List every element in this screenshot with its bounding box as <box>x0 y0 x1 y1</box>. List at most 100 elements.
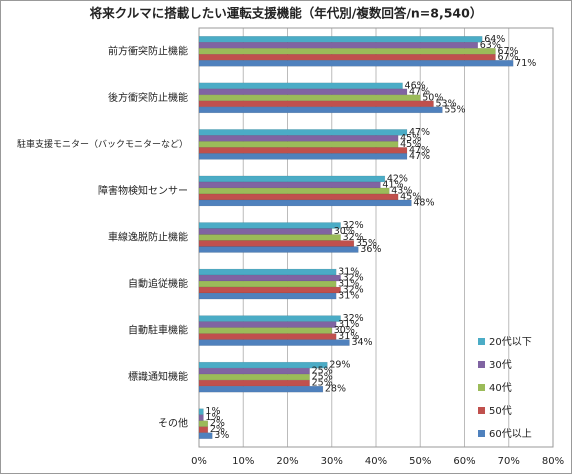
chart-title: 将来クルマに搭載したい運転支援機能（年代別/複数回答/n=8,540） <box>90 6 483 21</box>
x-tick-label: 70% <box>498 456 520 467</box>
legend-swatch <box>478 407 485 414</box>
bar <box>198 246 359 253</box>
value-label: 32% <box>343 285 364 296</box>
bar <box>198 60 514 67</box>
bar <box>198 432 213 439</box>
value-label: 3% <box>214 430 229 441</box>
bar <box>198 54 496 61</box>
value-label: 48% <box>413 197 434 208</box>
bar <box>198 181 381 189</box>
bar <box>198 327 332 334</box>
x-tick-label: 20% <box>276 456 298 467</box>
value-label: 2% <box>210 418 225 429</box>
value-label: 34% <box>351 337 372 348</box>
bar <box>198 82 403 90</box>
legend-swatch <box>478 361 485 368</box>
value-label: 43% <box>391 185 412 196</box>
bar <box>198 153 408 160</box>
bar <box>198 385 324 393</box>
bar <box>198 321 337 328</box>
bar <box>198 339 350 346</box>
legend-swatch <box>478 338 485 345</box>
value-label: 30% <box>334 226 355 237</box>
value-label: 32% <box>343 232 364 243</box>
bar <box>198 333 337 340</box>
x-tick-label: 80% <box>542 456 564 467</box>
bar <box>198 88 408 96</box>
bar <box>198 234 341 241</box>
bar <box>198 361 328 369</box>
value-label: 25% <box>312 366 333 377</box>
value-label: 71% <box>515 58 536 69</box>
legend-label: 60代以上 <box>489 428 532 440</box>
value-label: 67% <box>497 46 518 57</box>
value-label: 67% <box>497 52 518 63</box>
category-label: 障害物検知センサー <box>98 184 188 197</box>
legend-label: 20代以下 <box>489 336 532 348</box>
value-label: 45% <box>400 139 421 150</box>
bar <box>198 193 399 201</box>
value-label: 45% <box>400 191 421 202</box>
bar <box>198 373 310 381</box>
value-label: 47% <box>409 86 430 97</box>
bar <box>198 268 337 276</box>
bar <box>198 129 408 136</box>
category-label: 後方衝突防止機能 <box>108 91 188 104</box>
x-tick-label: 40% <box>365 456 387 467</box>
bar <box>198 286 341 294</box>
bar <box>198 141 399 148</box>
category-label: その他 <box>158 417 188 430</box>
x-tick-label: 30% <box>321 456 343 467</box>
bar <box>198 367 310 375</box>
bar <box>198 292 337 300</box>
value-label: 32% <box>343 220 364 231</box>
bar <box>198 147 408 154</box>
category-label: 標識通知機能 <box>128 370 188 383</box>
value-label: 31% <box>338 291 359 302</box>
bar <box>198 175 386 183</box>
value-label: 31% <box>338 279 359 290</box>
bar <box>198 42 479 49</box>
bar <box>198 187 390 195</box>
bar <box>198 228 332 235</box>
bar <box>198 414 204 421</box>
value-label: 31% <box>338 319 359 330</box>
value-label: 29% <box>329 360 350 371</box>
value-label: 63% <box>480 40 501 51</box>
x-tick-label: 0% <box>191 456 207 467</box>
value-label: 47% <box>409 145 430 156</box>
value-label: 45% <box>400 133 421 144</box>
value-label: 64% <box>484 34 505 45</box>
value-label: 32% <box>343 313 364 324</box>
bar <box>198 100 434 108</box>
value-label: 46% <box>405 80 426 91</box>
bar <box>198 240 355 247</box>
bar <box>198 94 421 102</box>
value-label: 31% <box>338 331 359 342</box>
value-label: 55% <box>444 104 465 115</box>
category-label: 駐車支援モニター（バックモニターなど） <box>17 138 188 150</box>
value-label: 53% <box>436 98 457 109</box>
value-label: 1% <box>205 406 220 417</box>
bar <box>198 379 310 387</box>
legend-label: 50代 <box>489 405 512 417</box>
category-label: 車線逸脱防止機能 <box>108 231 188 244</box>
bar <box>198 106 443 114</box>
value-label: 25% <box>312 378 333 389</box>
bar <box>198 420 209 427</box>
x-tick-label: 60% <box>453 456 475 467</box>
bar <box>198 280 337 288</box>
category-label: 前方衝突防止機能 <box>108 44 188 57</box>
value-label: 32% <box>343 273 364 284</box>
bar <box>198 48 496 55</box>
value-label: 42% <box>387 173 408 184</box>
value-label: 2% <box>210 424 225 435</box>
value-label: 47% <box>409 151 430 162</box>
x-tick-label: 10% <box>232 456 254 467</box>
bar <box>198 222 341 229</box>
legend-label: 30代 <box>489 359 512 371</box>
bar <box>198 426 209 433</box>
value-label: 36% <box>360 244 381 255</box>
value-label: 25% <box>312 372 333 383</box>
